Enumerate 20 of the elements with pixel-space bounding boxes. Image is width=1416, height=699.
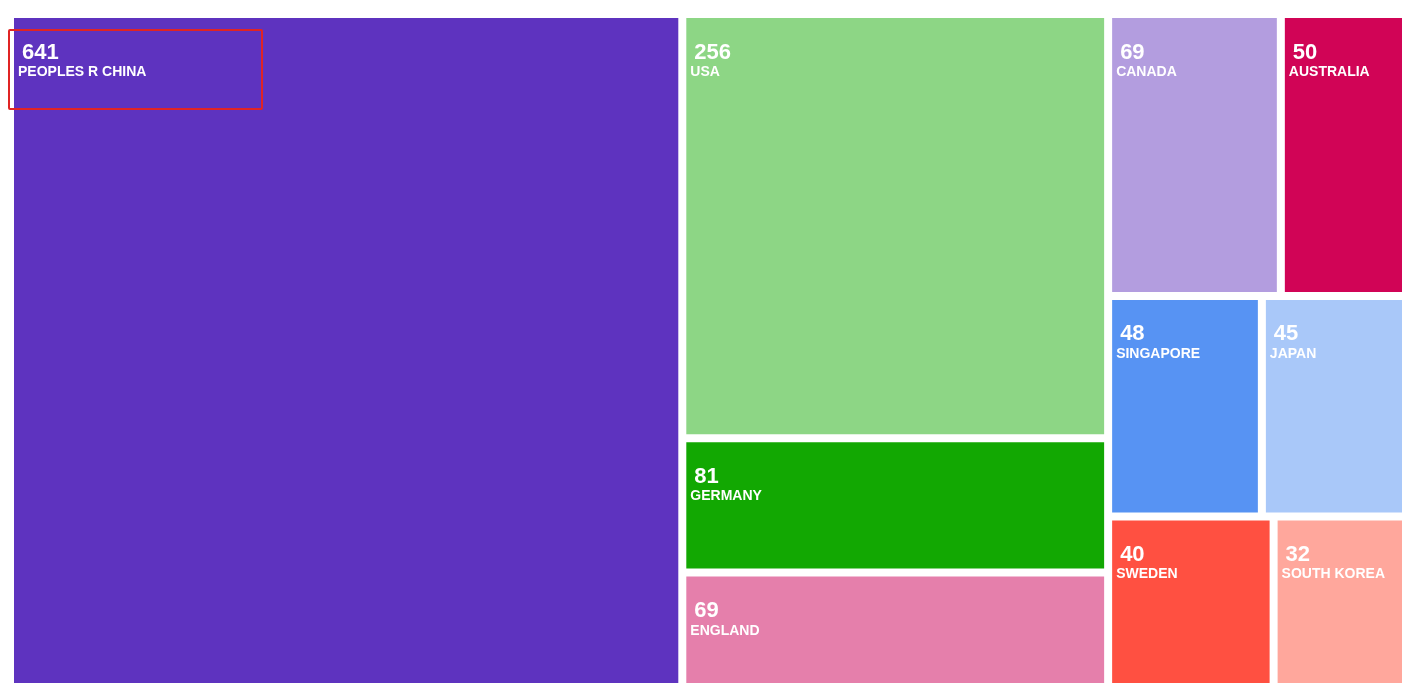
category-label: PEOPLES R CHINA: [18, 63, 147, 79]
data-label: 32: [1285, 540, 1311, 566]
category-label: GERMANY: [690, 487, 763, 504]
category-label: USA: [690, 63, 720, 79]
category-label: SOUTH KOREA: [1281, 565, 1386, 582]
data-label: 48: [1120, 320, 1145, 346]
data-label: 40: [1120, 540, 1145, 566]
data-label: 50: [1292, 38, 1318, 64]
data-label: 69: [1120, 38, 1145, 64]
category-label: AUSTRALIA: [1288, 63, 1370, 79]
data-label: 641: [22, 38, 59, 64]
category-label: JAPAN: [1269, 345, 1317, 361]
category-label: ENGLAND: [690, 621, 760, 638]
category-label: SWEDEN: [1116, 565, 1178, 582]
category-label: SINGAPORE: [1116, 345, 1201, 361]
data-label: 45: [1273, 320, 1299, 346]
data-label: 69: [694, 597, 719, 623]
data-label: 81: [694, 462, 719, 488]
data-label: 256: [694, 38, 732, 64]
category-label: CANADA: [1116, 63, 1177, 79]
